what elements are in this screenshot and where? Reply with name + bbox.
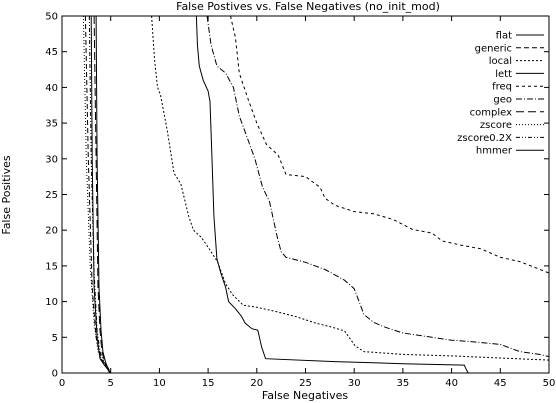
x-tick-label: 15	[202, 378, 215, 389]
y-tick-label: 20	[45, 226, 58, 237]
y-axis: 0 5 10 15 20 25 30 35 40 45 50	[45, 12, 549, 380]
x-axis: 0 5 10 15 20 25 30 35 40 45 50	[59, 16, 556, 389]
x-axis-title: False Negatives	[262, 389, 348, 402]
chart-title: False Postives vs. False Negatives (no_i…	[176, 0, 440, 13]
x-tick-label: 50	[543, 378, 556, 389]
y-tick-label: 25	[45, 190, 58, 201]
legend-label: zscore0.2X	[457, 133, 512, 144]
x-tick-label: 30	[348, 378, 361, 389]
y-tick-label: 5	[52, 333, 58, 344]
y-tick-label: 50	[45, 12, 58, 23]
legend-label: local	[489, 56, 512, 67]
legend-label: flat	[496, 31, 512, 42]
x-tick-label: 5	[108, 378, 114, 389]
plot-frame	[61, 15, 550, 374]
x-tick-label: 45	[494, 378, 507, 389]
legend-label: lett	[495, 69, 512, 80]
y-tick-label: 40	[45, 83, 58, 94]
legend-label: complex	[470, 107, 512, 118]
y-axis-title: False Positives	[0, 155, 13, 235]
x-tick-label: 20	[250, 378, 263, 389]
series-line-zscore0.2X	[88, 15, 111, 374]
series-line-flat	[195, 15, 469, 374]
y-tick-label: 35	[45, 119, 58, 130]
x-tick-label: 25	[299, 378, 312, 389]
y-tick-label: 10	[45, 297, 58, 308]
legend-label: freq	[492, 82, 512, 93]
y-tick-label: 30	[45, 154, 58, 165]
series-line-local	[151, 15, 550, 361]
x-tick-label: 10	[153, 378, 166, 389]
x-tick-label: 35	[397, 378, 410, 389]
series-line-hmmer	[95, 15, 112, 374]
x-tick-label: 0	[59, 378, 65, 389]
series-line-freq	[230, 15, 550, 274]
series-line-lett	[90, 15, 111, 374]
legend-label: hmmer	[476, 146, 513, 157]
legend-label: zscore	[480, 120, 512, 131]
y-tick-label: 0	[52, 369, 58, 380]
legend-label: generic	[475, 43, 512, 54]
legend-label: geo	[493, 95, 512, 106]
x-tick-label: 40	[445, 378, 458, 389]
series-line-geo	[206, 15, 550, 358]
series-line-zscore	[82, 15, 111, 374]
plot-area	[61, 15, 550, 374]
series-layer	[82, 15, 550, 374]
y-tick-label: 45	[45, 47, 58, 58]
y-tick-label: 15	[45, 261, 58, 272]
